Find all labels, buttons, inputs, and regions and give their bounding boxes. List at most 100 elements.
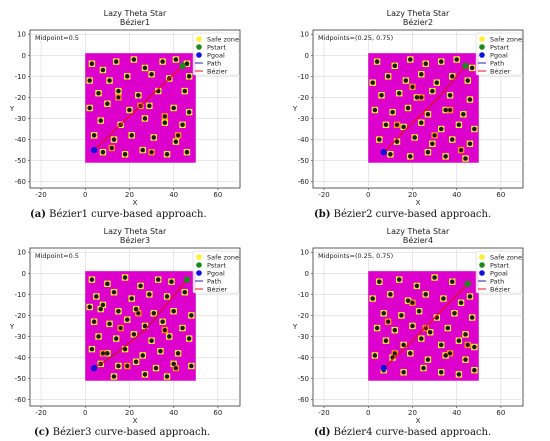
x-tick-label: -20: [35, 409, 46, 417]
obstacle-point: [171, 308, 176, 314]
y-tick-label: -50: [298, 375, 309, 383]
chart-title: Lazy Theta Star: [104, 227, 167, 236]
chart-subtitle: Bézier2: [403, 17, 433, 27]
y-tick-label: -60: [298, 178, 309, 186]
chart-panel-2: -20 0 20 40 60 10 0 -10 -20 -30 -40 -50 -60 X Y Lazy Th…: [9, 227, 241, 425]
obstacle-point: [456, 338, 462, 343]
obstacle-point: [105, 101, 110, 107]
obstacle-point: [396, 90, 402, 96]
obstacle-point: [465, 342, 470, 348]
x-axis-label: X: [416, 417, 421, 425]
obstacle-point: [131, 332, 137, 337]
chart-subtitle: Bézier3: [120, 235, 150, 245]
obstacle-point: [388, 151, 393, 157]
pstart-point: [183, 276, 191, 283]
obstacle-point: [419, 95, 424, 100]
legend-label: Pgoal: [207, 270, 225, 278]
obstacle-point: [129, 133, 134, 138]
obstacle-point: [100, 351, 106, 356]
obstacle-point: [100, 149, 106, 155]
obstacle-point: [407, 351, 413, 356]
legend-label: Pstart: [490, 44, 509, 52]
obstacle-point: [116, 88, 121, 94]
bezier-line: [383, 283, 469, 369]
legend-label: Pstart: [490, 262, 509, 270]
obstacle-point: [140, 147, 146, 153]
obstacle-point: [169, 279, 174, 285]
x-tick-label: 0: [366, 409, 370, 417]
x-tick-label: 0: [366, 191, 370, 199]
legend-label: Path: [207, 278, 221, 286]
obstacle-point: [459, 147, 464, 153]
legend-label: Pstart: [207, 44, 226, 52]
obstacle-point: [186, 74, 192, 79]
chart-subtitle: Bézier4: [403, 235, 433, 245]
obstacle-point: [105, 281, 110, 287]
obstacle-point: [441, 296, 446, 301]
legend-label: Pgoal: [490, 52, 508, 60]
obstacle-point: [136, 311, 141, 316]
obstacle-point: [164, 151, 170, 157]
legend-box: [192, 32, 240, 76]
obstacle-point: [423, 325, 428, 331]
legend-pgoal-marker: [196, 52, 202, 58]
obstacle-point: [180, 325, 185, 331]
obstacle-point: [96, 334, 101, 339]
obstacle-point: [383, 122, 389, 128]
legend-label: Pgoal: [207, 52, 225, 60]
obstacle-point: [140, 353, 146, 358]
chart-title: Lazy Theta Star: [387, 9, 450, 18]
obstacle-point: [469, 65, 475, 71]
caption-a: (a) Bézier1 curve-based approach.: [30, 209, 207, 220]
obstacle-point: [392, 63, 398, 69]
obstacle-point: [374, 59, 380, 64]
legend-label: Bézier: [490, 286, 511, 294]
pstart-point: [462, 62, 469, 70]
obstacle-point: [407, 154, 413, 159]
obstacle-point: [472, 367, 477, 373]
y-axis-label: Y: [9, 105, 15, 113]
obstacle-point: [377, 137, 382, 142]
pgoal-point: [90, 146, 98, 154]
caption-c: (c) Bézier3 curve-based approach.: [34, 427, 211, 438]
obstacle-point: [171, 105, 176, 111]
obstacle-point: [155, 277, 161, 282]
obstacle-point: [438, 342, 444, 348]
obstacle-point: [463, 332, 468, 337]
y-tick-label: -30: [15, 333, 26, 341]
y-tick-label: -40: [15, 354, 26, 362]
obstacle-point: [153, 365, 159, 371]
obstacle-point: [427, 329, 433, 335]
y-tick-label: -30: [15, 115, 26, 123]
chart-panel-3: -20 0 20 40 60 10 0 -10 -20 -30 -40 -50 -60 X Y Lazy Th…: [292, 227, 524, 425]
x-axis-label: X: [416, 199, 421, 207]
obstacle-point: [390, 109, 395, 115]
legend-label: Bézier: [207, 68, 228, 76]
obstacle-point: [129, 296, 134, 301]
legend-label: Safe zone: [490, 36, 522, 44]
obstacle-point: [189, 363, 194, 369]
obstacle-point: [89, 61, 95, 67]
obstacle-point: [100, 67, 106, 73]
x-tick-label: -20: [318, 409, 329, 417]
obstacle-point: [138, 283, 143, 289]
obstacle-point: [386, 319, 391, 324]
y-tick-label: -50: [15, 157, 26, 165]
obstacle-point: [472, 126, 477, 132]
x-tick-label: 40: [452, 191, 461, 199]
obstacle-point: [399, 313, 404, 318]
obstacle-point: [131, 57, 137, 62]
obstacle-point: [184, 61, 190, 67]
obstacle-point: [98, 118, 104, 123]
obstacle-point: [438, 59, 444, 64]
obstacle-point: [394, 122, 400, 127]
y-tick-label: 10: [17, 31, 26, 39]
y-tick-label: -20: [298, 94, 309, 102]
legend-pgoal-marker: [196, 270, 202, 276]
obstacle-point: [124, 74, 130, 79]
obstacle-point: [160, 59, 165, 64]
legend-pstart-marker: [479, 262, 485, 268]
obstacle-point: [184, 149, 190, 155]
obstacle-point: [407, 57, 413, 62]
obstacle-point: [100, 302, 106, 308]
